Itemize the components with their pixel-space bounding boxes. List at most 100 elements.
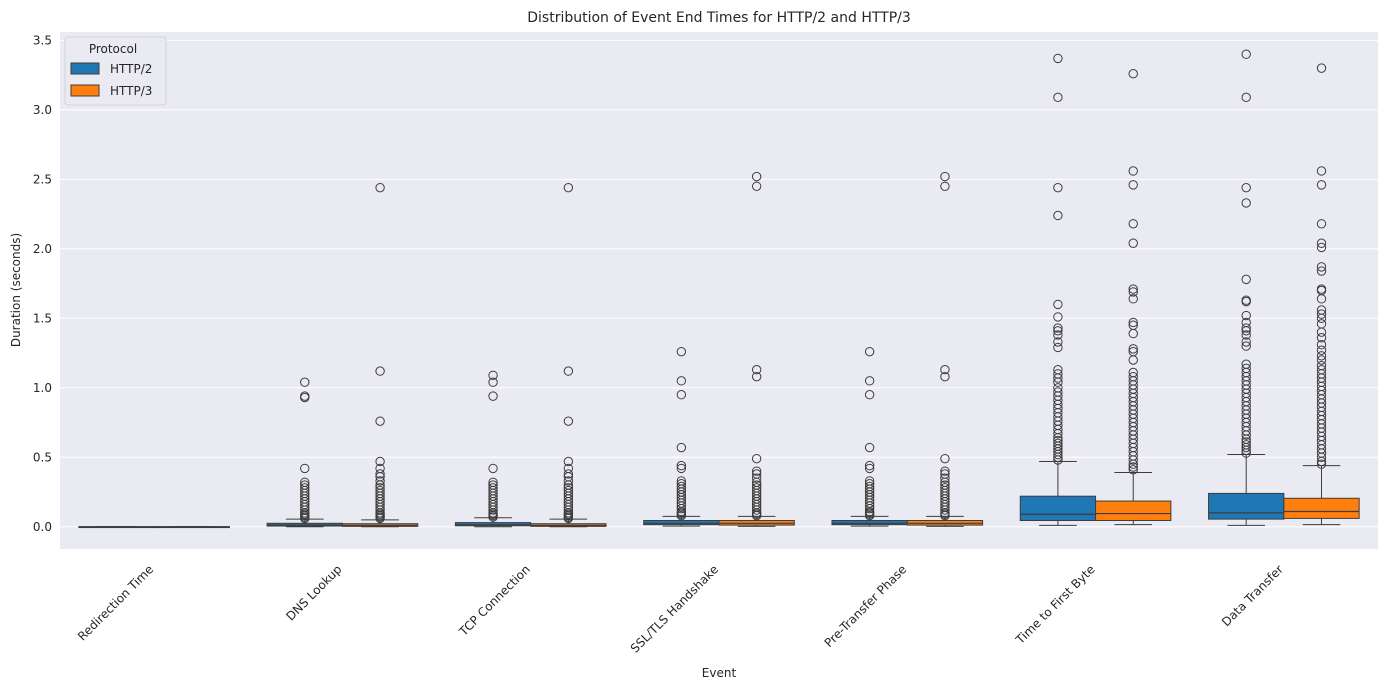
boxes-layer bbox=[78, 453, 1360, 529]
flier-point bbox=[1053, 326, 1063, 336]
flier-point bbox=[751, 473, 762, 483]
flier-point bbox=[1053, 342, 1063, 353]
flier-point bbox=[1053, 377, 1063, 387]
flier-point bbox=[940, 365, 950, 375]
x-axis-title: Event bbox=[702, 666, 737, 680]
flier-point bbox=[563, 469, 574, 479]
flier-point bbox=[375, 366, 385, 376]
flier-point bbox=[1316, 351, 1327, 361]
legend-swatch-http2 bbox=[70, 62, 100, 75]
box-http2 bbox=[1208, 492, 1285, 520]
flier-point bbox=[563, 476, 574, 486]
flier-point bbox=[1241, 337, 1251, 347]
y-tick-label: 0.5 bbox=[33, 450, 52, 464]
flier-point bbox=[864, 346, 875, 357]
flier-point bbox=[940, 510, 950, 521]
flier-point bbox=[1053, 210, 1063, 221]
flier-point bbox=[751, 453, 762, 464]
flier-point bbox=[1053, 455, 1063, 465]
flier-point bbox=[751, 505, 762, 515]
y-tick-label: 3.5 bbox=[33, 33, 52, 47]
flier-point bbox=[300, 513, 310, 524]
flier-point bbox=[940, 505, 950, 515]
flier-point bbox=[1316, 262, 1327, 272]
flier-point bbox=[375, 476, 385, 486]
flier-point bbox=[676, 376, 687, 386]
flier-point bbox=[488, 505, 498, 515]
box-http2 bbox=[1019, 495, 1097, 522]
flier-point bbox=[488, 391, 498, 401]
flier-point bbox=[864, 463, 875, 474]
legend-title: Protocol bbox=[89, 42, 137, 56]
flier-point bbox=[940, 171, 950, 182]
flier-point bbox=[1241, 296, 1251, 307]
flier-point bbox=[751, 365, 762, 375]
flier-point bbox=[751, 466, 762, 476]
flier-point bbox=[1053, 92, 1063, 103]
x-tick-label: Time to First Byte bbox=[1012, 562, 1097, 647]
flier-point bbox=[563, 513, 574, 524]
flier-point bbox=[1241, 323, 1251, 333]
flier-point bbox=[563, 416, 574, 426]
flier-point bbox=[940, 181, 950, 191]
flier-point bbox=[751, 510, 762, 521]
flier-point bbox=[375, 182, 385, 193]
flier-point bbox=[1053, 312, 1063, 322]
flier-point bbox=[864, 510, 875, 521]
flier-point bbox=[864, 503, 875, 514]
y-tick-labels: 0.0 0.5 1.0 1.5 2.0 2.5 3.0 3.5 bbox=[33, 33, 52, 533]
flier-point bbox=[1316, 459, 1327, 469]
flier-point bbox=[488, 377, 498, 387]
y-tick-label: 1.5 bbox=[33, 311, 52, 325]
flier-point bbox=[1316, 452, 1327, 462]
x-tick-label: Redirection Time bbox=[75, 562, 156, 643]
flier-point bbox=[1128, 219, 1138, 229]
box-http2 bbox=[831, 520, 908, 526]
flier-point bbox=[1128, 238, 1138, 248]
flier-point bbox=[751, 181, 762, 191]
flier-point bbox=[940, 453, 950, 464]
chart-title: Distribution of Event End Times for HTTP… bbox=[527, 10, 911, 26]
flier-point bbox=[1053, 452, 1063, 462]
box-http3 bbox=[1095, 500, 1172, 522]
flier-point bbox=[1316, 309, 1327, 319]
flier-point bbox=[1128, 287, 1138, 297]
flier-point bbox=[1053, 428, 1063, 439]
legend-label-http2: HTTP/2 bbox=[110, 62, 152, 76]
flier-point bbox=[1241, 182, 1251, 193]
flier-point bbox=[563, 366, 574, 376]
flier-point bbox=[1316, 180, 1327, 190]
flier-point bbox=[864, 442, 875, 453]
flier-point bbox=[375, 469, 385, 479]
flier-point bbox=[1316, 355, 1327, 365]
flier-point bbox=[1241, 310, 1251, 321]
flier-point bbox=[1128, 459, 1138, 469]
flier-point bbox=[1053, 449, 1063, 460]
box-http3 bbox=[1283, 497, 1360, 519]
flier-point bbox=[940, 466, 950, 476]
flier-point bbox=[1241, 445, 1251, 456]
flier-point bbox=[1316, 219, 1327, 229]
flier-point bbox=[1316, 333, 1327, 343]
flier-point bbox=[676, 463, 687, 474]
flier-point bbox=[1241, 448, 1251, 458]
flier-point bbox=[1128, 294, 1138, 304]
flier-point bbox=[1128, 344, 1138, 354]
flier-point bbox=[864, 390, 875, 400]
flier-point bbox=[1128, 284, 1138, 294]
flier-point bbox=[1316, 238, 1327, 248]
flier-point bbox=[300, 392, 310, 403]
flier-point bbox=[1316, 242, 1327, 253]
flier-point bbox=[1241, 198, 1251, 208]
flier-point bbox=[375, 456, 385, 467]
flier-point bbox=[1128, 317, 1138, 328]
y-tick-label: 0.0 bbox=[33, 520, 52, 534]
flier-point bbox=[563, 456, 574, 467]
flier-point bbox=[751, 371, 762, 382]
flier-point bbox=[1128, 68, 1138, 79]
flier-point bbox=[676, 460, 687, 471]
x-tick-label: DNS Lookup bbox=[283, 562, 344, 623]
flier-point bbox=[1053, 337, 1063, 347]
flier-point bbox=[1128, 328, 1138, 339]
flier-point bbox=[563, 182, 574, 193]
